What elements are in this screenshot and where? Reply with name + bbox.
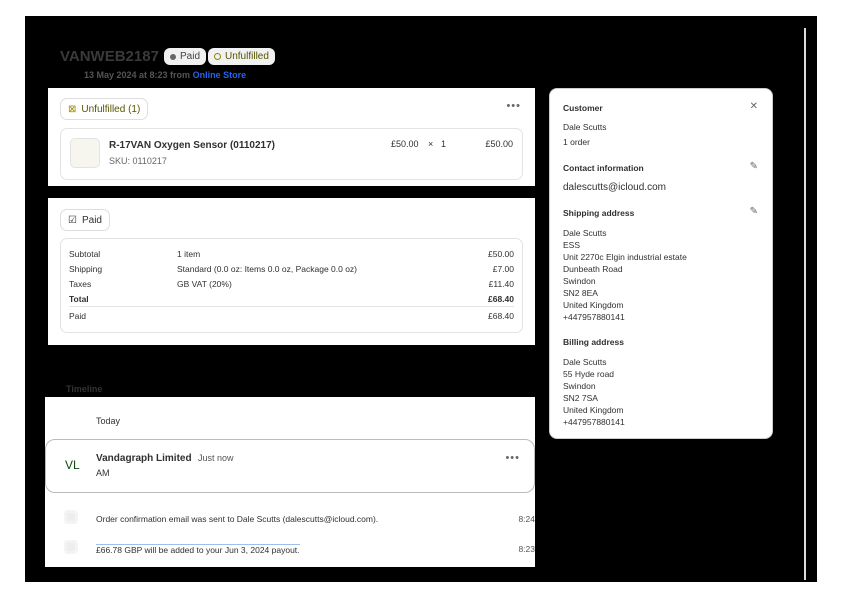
- address-line: Dunbeath Road: [563, 264, 623, 274]
- address-line: SN2 8EA: [563, 288, 598, 298]
- address-line: 55 Hyde road: [563, 369, 615, 379]
- address-line: Dale Scutts: [563, 357, 607, 367]
- address-line: ESS: [563, 240, 581, 250]
- ring-icon: [214, 53, 221, 60]
- shipping-row: Shipping Standard (0.0 oz: Items 0.0 oz, …: [69, 264, 514, 274]
- customer-orders[interactable]: 1 order: [563, 137, 590, 147]
- close-icon[interactable]: ✕: [749, 101, 758, 112]
- customer-heading: Customer: [563, 103, 603, 113]
- quantity: 1: [441, 139, 447, 149]
- taxes-row: Taxes GB VAT (20%) £11.40: [69, 279, 514, 289]
- event-time: 8:23: [518, 544, 535, 554]
- address-line: Swindon: [563, 381, 596, 391]
- avatar: VL: [65, 458, 80, 472]
- address-line: +447957880141: [563, 312, 625, 322]
- total-row: Total £68.40: [69, 294, 514, 304]
- unfulfilled-pill: ⊠ Unfulfilled (1): [60, 98, 149, 120]
- timeline-panel: Today VL Vandagraph Limited Just now AM …: [45, 397, 535, 567]
- address-line: +447957880141: [563, 417, 625, 427]
- paid-row: Paid £68.40: [69, 311, 514, 321]
- comment-author: Vandagraph Limited: [96, 453, 192, 464]
- divider: [69, 306, 514, 307]
- today-label: Today: [96, 416, 121, 426]
- address-line: Swindon: [563, 276, 596, 286]
- contact-heading: Contact information: [563, 163, 644, 173]
- line-total: £50.00: [485, 139, 513, 149]
- event-time: 8:24: [518, 514, 535, 524]
- event-icon: [64, 540, 78, 554]
- unit-price: £50.00: [391, 139, 419, 149]
- more-icon[interactable]: •••: [505, 452, 520, 464]
- comment-box: VL Vandagraph Limited Just now AM •••: [45, 439, 535, 493]
- subtotal-row: Subtotal 1 item £50.00: [69, 249, 514, 259]
- edit-icon[interactable]: ✎: [749, 161, 758, 172]
- package-icon: ⊠: [68, 103, 77, 115]
- customer-name[interactable]: Dale Scutts: [563, 122, 607, 132]
- address-line: Dale Scutts: [563, 228, 607, 238]
- dot-icon: [170, 53, 176, 60]
- times-sign: ×: [428, 139, 434, 149]
- timeline-heading: Timeline: [66, 384, 103, 394]
- payment-summary: Subtotal 1 item £50.00 Shipping Standard (0…: [60, 238, 523, 333]
- payment-card: ☑ Paid Subtotal 1 item £50.00 Shipping Stand…: [48, 198, 535, 345]
- event-icon: [64, 510, 78, 524]
- paid-badge: Paid: [164, 48, 207, 65]
- order-date: 13 May 2024 at 8:23 from Online Store: [84, 70, 247, 80]
- shipping-address: Dale Scutts ESS Unit 2270c Elgin industria…: [563, 227, 687, 323]
- receipt-icon: ☑: [68, 214, 77, 226]
- paid-pill: ☑ Paid: [60, 209, 110, 231]
- product-name[interactable]: R-17VAN Oxygen Sensor (0110217): [109, 140, 276, 151]
- edit-icon[interactable]: ✎: [749, 206, 758, 217]
- billing-address: Dale Scutts 55 Hyde road Swindon SN2 7SA Uni…: [563, 356, 625, 428]
- more-icon[interactable]: •••: [506, 100, 521, 112]
- line-item: R-17VAN Oxygen Sensor (0110217) SKU: 011…: [60, 128, 523, 180]
- address-line: United Kingdom: [563, 300, 624, 310]
- billing-heading: Billing address: [563, 337, 624, 347]
- unfulfilled-badge: Unfulfilled: [208, 48, 275, 65]
- comment-text: AM: [96, 468, 110, 478]
- shipping-heading: Shipping address: [563, 208, 635, 218]
- scrollbar[interactable]: [804, 28, 806, 580]
- event-text: Order confirmation email was sent to Dal…: [96, 514, 379, 524]
- customer-email[interactable]: dalescutts@icloud.com: [563, 182, 666, 193]
- channel-link[interactable]: Online Store: [192, 70, 247, 80]
- fulfillment-card: ⊠ Unfulfilled (1) ••• R-17VAN Oxygen Sens…: [48, 88, 535, 186]
- customer-panel: Customer ✕ Dale Scutts 1 order Contact i…: [549, 88, 773, 439]
- product-sku: SKU: 0110217: [109, 156, 167, 166]
- product-thumbnail: [70, 138, 100, 168]
- address-line: Unit 2270c Elgin industrial estate: [563, 252, 687, 262]
- order-title: VANWEB2187: [60, 48, 159, 65]
- address-line: SN2 7SA: [563, 393, 598, 403]
- event-text: £66.78 GBP will be added to your Jun 3, …: [96, 544, 300, 555]
- comment-time: Just now: [198, 453, 234, 463]
- address-line: United Kingdom: [563, 405, 624, 415]
